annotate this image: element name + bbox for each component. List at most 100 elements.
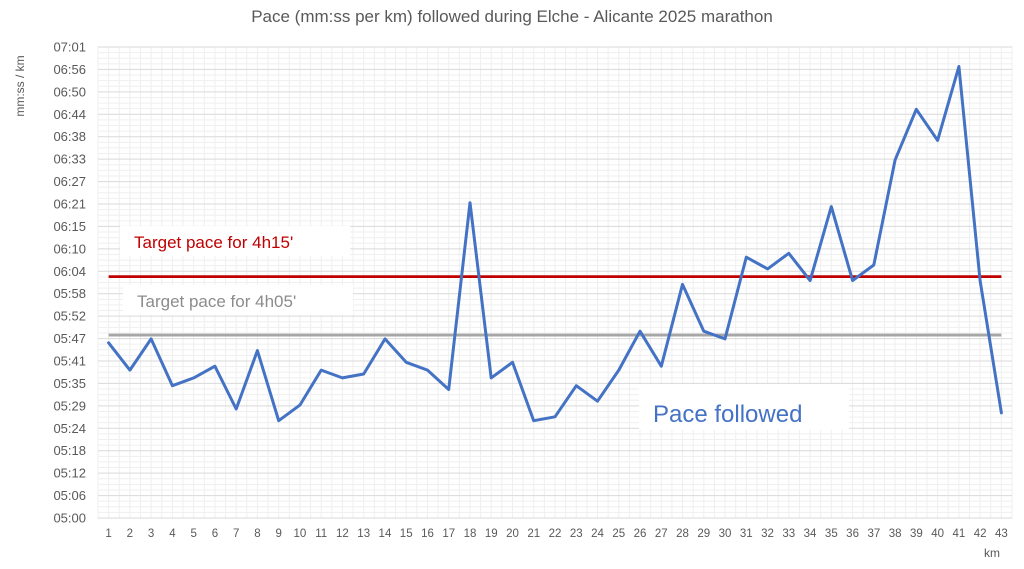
pace-point [702, 330, 705, 333]
y-axis-label: mm:ss / km [13, 55, 27, 116]
x-tick-label: 9 [275, 528, 281, 540]
x-tick-label: 16 [421, 528, 434, 540]
x-tick-label: 42 [974, 528, 987, 540]
pace-point [277, 419, 280, 422]
x-tick-label: 37 [867, 528, 880, 540]
x-tick-labels: 1 2 3 4 5 6 7 8 9 10 11 12 13 14 15 16 17 18 19 20 21 22 23 24 2… [105, 528, 1007, 540]
pace-point [213, 365, 216, 368]
pace-point [724, 337, 727, 340]
series-labels: Target pace for 4h15' Target pace for 4h0… [120, 226, 849, 430]
x-tick-label: 21 [527, 528, 540, 540]
y-tick-label: 05:00 [53, 511, 86, 526]
x-tick-label: 23 [570, 528, 583, 540]
target-label-4h15: Target pace for 4h15' [134, 233, 293, 252]
x-tick-label: 10 [294, 528, 307, 540]
y-tick-label: 05:58 [53, 286, 86, 301]
grid [97, 46, 1013, 519]
x-tick-label: 34 [804, 528, 817, 540]
y-tick-label: 05:52 [53, 309, 86, 324]
y-tick-label: 05:12 [53, 466, 86, 481]
pace-point [766, 267, 769, 270]
pace-point [192, 376, 195, 379]
x-tick-label: 33 [782, 528, 795, 540]
y-tick-label: 06:21 [53, 197, 86, 212]
pace-point [107, 341, 110, 344]
pace-point [979, 279, 982, 282]
x-tick-label: 43 [995, 528, 1008, 540]
x-tick-label: 11 [315, 528, 327, 540]
pace-point [150, 337, 153, 340]
x-tick-label: 3 [148, 528, 154, 540]
x-tick-label: 24 [591, 528, 604, 540]
y-tick-labels: 05:00 05:06 05:12 05:18 05:24 05:29 05:35 05:41… [53, 40, 86, 526]
y-tick-label: 05:41 [53, 354, 86, 369]
y-tick-label: 05:18 [53, 443, 86, 458]
pace-point [681, 283, 684, 286]
x-tick-label: 18 [464, 528, 477, 540]
x-tick-label: 38 [889, 528, 902, 540]
y-tick-label: 05:47 [53, 331, 86, 346]
pace-point [490, 376, 493, 379]
pace-point [235, 408, 238, 411]
pace-point [320, 369, 323, 372]
x-tick-label: 40 [931, 528, 944, 540]
chart-title: Pace (mm:ss per km) followed during Elch… [251, 7, 773, 26]
pace-point [809, 279, 812, 282]
x-tick-label: 25 [612, 528, 625, 540]
x-tick-label: 7 [233, 528, 239, 540]
x-tick-label: 13 [357, 528, 370, 540]
y-tick-label: 05:24 [53, 421, 86, 436]
y-tick-label: 07:01 [53, 40, 86, 55]
pace-point [405, 361, 408, 364]
pace-point [1000, 411, 1003, 414]
y-tick-label: 05:35 [53, 376, 86, 391]
x-tick-label: 28 [676, 528, 689, 540]
pace-point [639, 330, 642, 333]
pace-point [575, 384, 578, 387]
x-tick-label: 12 [336, 528, 349, 540]
x-tick-label: 1 [105, 528, 111, 540]
pace-point [596, 400, 599, 403]
target-label-4h05-bg [123, 285, 353, 315]
pace-point [915, 108, 918, 111]
pace-point [383, 337, 386, 340]
pace-point [511, 361, 514, 364]
y-tick-label: 05:29 [53, 398, 86, 413]
x-tick-label: 17 [442, 528, 455, 540]
pace-point [936, 139, 939, 142]
pace-series [107, 65, 1003, 423]
x-tick-label: 6 [212, 528, 218, 540]
pace-point [787, 252, 790, 255]
target-label-4h05: Target pace for 4h05' [137, 292, 296, 311]
y-tick-label: 06:04 [53, 264, 86, 279]
y-tick-label: 05:06 [53, 488, 86, 503]
pace-point [341, 376, 344, 379]
x-tick-label: 41 [952, 528, 965, 540]
pace-point [426, 369, 429, 372]
pace-point [554, 415, 557, 418]
x-tick-label: 39 [910, 528, 923, 540]
x-tick-label: 14 [379, 528, 392, 540]
x-tick-label: 27 [655, 528, 668, 540]
x-tick-label: 31 [740, 528, 753, 540]
x-tick-label: 35 [825, 528, 838, 540]
x-tick-label: 36 [846, 528, 859, 540]
pace-point [468, 201, 471, 204]
x-tick-label: 32 [761, 528, 774, 540]
pace-point [532, 419, 535, 422]
x-tick-label: 30 [719, 528, 732, 540]
x-tick-label: 8 [254, 528, 260, 540]
x-tick-label: 29 [697, 528, 710, 540]
y-tick-label: 06:15 [53, 219, 86, 234]
pace-point [872, 263, 875, 266]
pace-point [447, 388, 450, 391]
pace-point [894, 158, 897, 161]
pace-point [617, 369, 620, 372]
pace-point [957, 65, 960, 68]
x-axis-label: km [984, 546, 1000, 560]
pace-point [256, 349, 259, 352]
x-tick-label: 22 [549, 528, 562, 540]
x-tick-label: 20 [506, 528, 519, 540]
pace-point [830, 205, 833, 208]
